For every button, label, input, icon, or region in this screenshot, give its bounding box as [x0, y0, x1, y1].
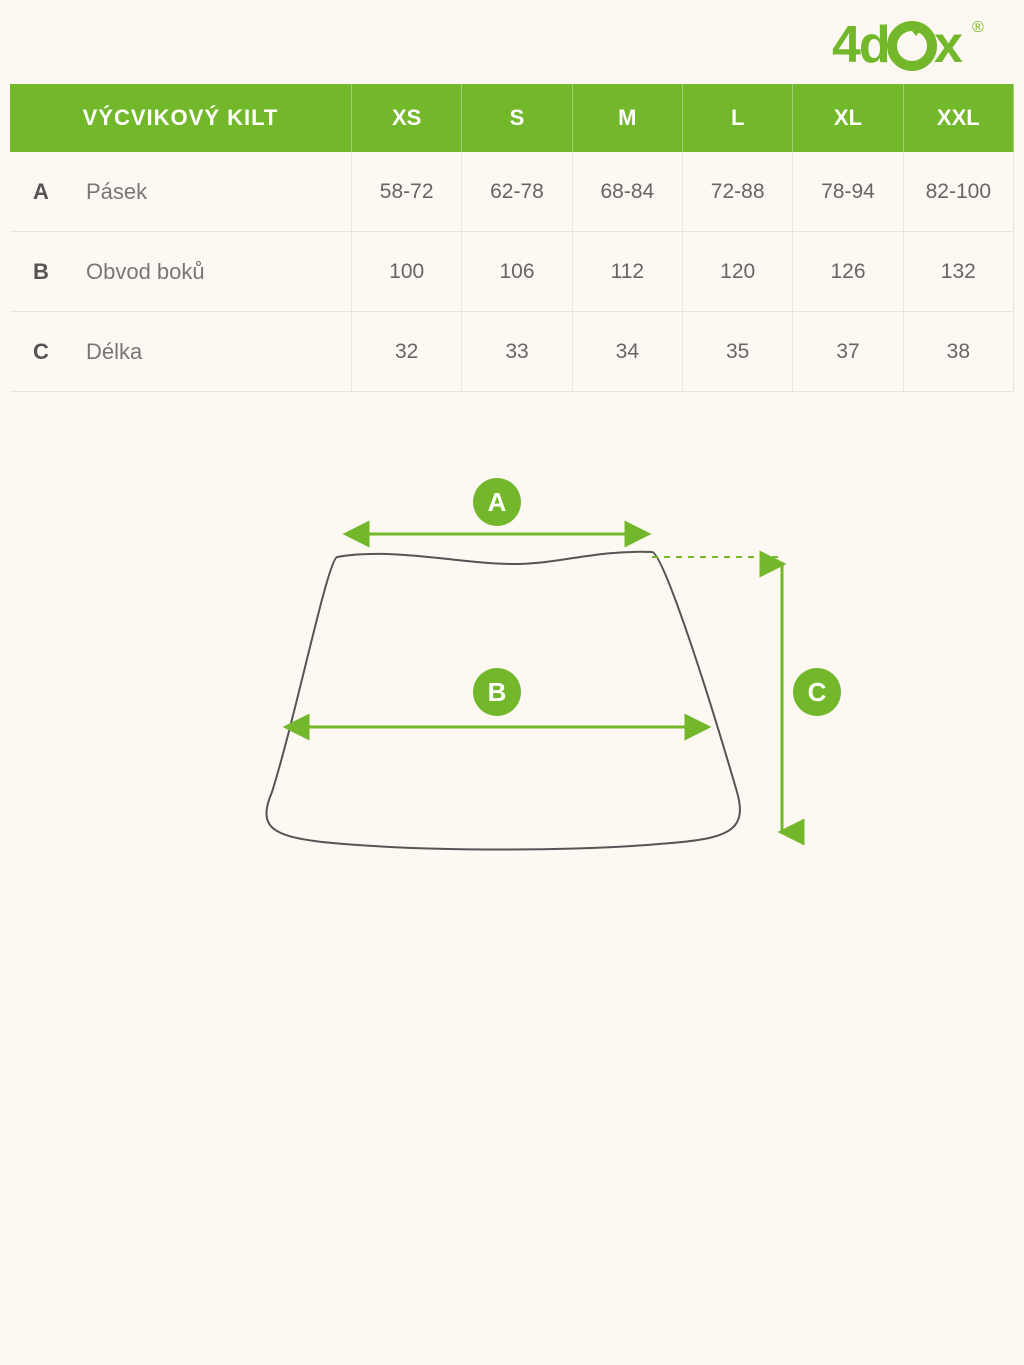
- brand-logo-svg: 4d x ®: [832, 18, 1012, 74]
- table-header-size: L: [683, 84, 793, 152]
- table-cell: 58-72: [352, 152, 462, 232]
- svg-text:x: x: [934, 18, 963, 74]
- svg-text:4d: 4d: [832, 18, 889, 74]
- kilt-diagram: A B C: [162, 452, 862, 892]
- table-title: VÝCVIKOVÝ KILT: [10, 84, 352, 152]
- table-cell: 38: [904, 312, 1014, 392]
- row-label: Obvod boků: [72, 232, 352, 312]
- dimension-label-b: B: [488, 677, 507, 707]
- table-header-size: S: [462, 84, 572, 152]
- dimension-label-a: A: [488, 487, 507, 517]
- table-cell: 72-88: [683, 152, 793, 232]
- table-cell: 78-94: [793, 152, 903, 232]
- row-letter: A: [10, 152, 72, 232]
- page: 4d x ® VÝCVIKOVÝ KILT XSSMLXLXXLAPásek58…: [0, 0, 1024, 1365]
- table-header-size: XL: [793, 84, 903, 152]
- table-cell: 68-84: [573, 152, 683, 232]
- table-cell: 126: [793, 232, 903, 312]
- row-label: Pásek: [72, 152, 352, 232]
- table-cell: 120: [683, 232, 793, 312]
- brand-logo: 4d x ®: [832, 18, 1012, 74]
- table-header-size: XXL: [904, 84, 1014, 152]
- table-cell: 132: [904, 232, 1014, 312]
- table-cell: 35: [683, 312, 793, 392]
- table-header-size: M: [573, 84, 683, 152]
- table-cell: 62-78: [462, 152, 572, 232]
- row-letter: B: [10, 232, 72, 312]
- row-label: Délka: [72, 312, 352, 392]
- table-cell: 32: [352, 312, 462, 392]
- svg-text:®: ®: [972, 19, 984, 36]
- table-cell: 33: [462, 312, 572, 392]
- table-cell: 34: [573, 312, 683, 392]
- table-cell: 106: [462, 232, 572, 312]
- table-cell: 37: [793, 312, 903, 392]
- table-cell: 100: [352, 232, 462, 312]
- row-letter: C: [10, 312, 72, 392]
- dimension-label-c: C: [808, 677, 827, 707]
- size-table: VÝCVIKOVÝ KILT XSSMLXLXXL APásek58-7262-7…: [10, 84, 1014, 392]
- table-cell: 112: [573, 232, 683, 312]
- table-header-size: XS: [352, 84, 462, 152]
- table-cell: 82-100: [904, 152, 1014, 232]
